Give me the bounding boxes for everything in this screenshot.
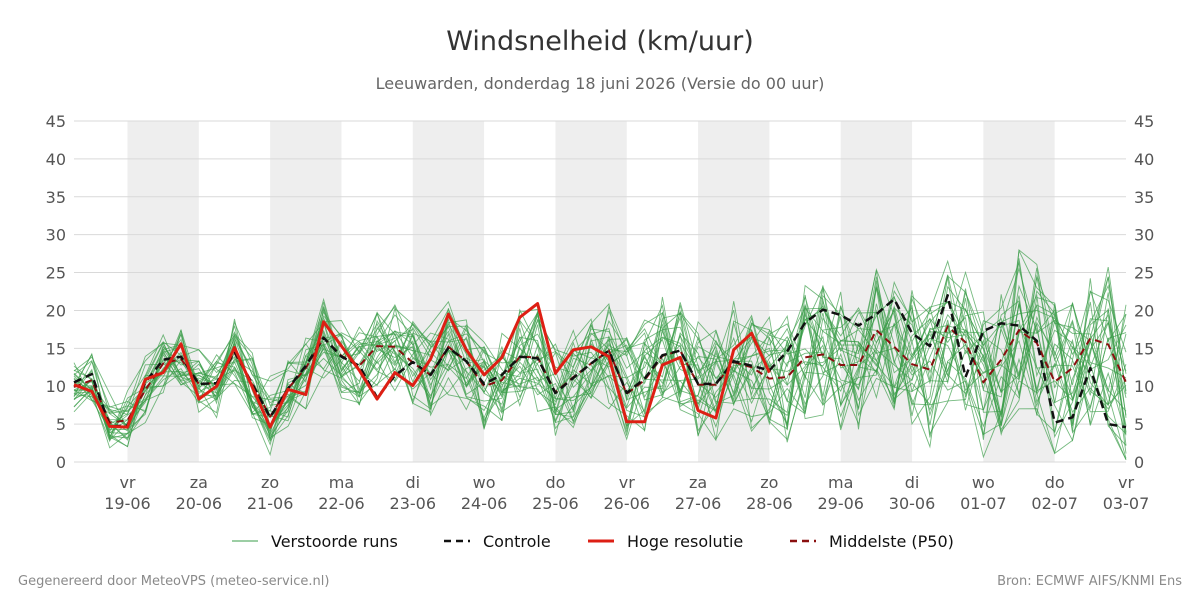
x-tick-day: vr bbox=[1118, 473, 1134, 492]
x-tick-day: di bbox=[905, 473, 920, 492]
x-tick-date: 30-06 bbox=[889, 494, 936, 513]
x-tick-date: 23-06 bbox=[390, 494, 437, 513]
legend-label: Hoge resolutie bbox=[627, 532, 743, 551]
y-axis-right: 0 5 10 15 20 25 30 35 40 45 bbox=[1134, 112, 1154, 472]
high-resolution-line bbox=[73, 302, 771, 429]
x-tick-date: 02-07 bbox=[1031, 494, 1078, 513]
x-tick-day: do bbox=[1045, 473, 1065, 492]
y-tick-label: 20 bbox=[1134, 301, 1154, 320]
x-tick-date: 26-06 bbox=[603, 494, 650, 513]
ensemble-run-line bbox=[73, 274, 1127, 457]
x-tick-day: vr bbox=[619, 473, 635, 492]
y-tick-label: 15 bbox=[1134, 339, 1154, 358]
x-tick-day: za bbox=[689, 473, 707, 492]
day-band bbox=[412, 121, 485, 462]
x-tick-date: 03-07 bbox=[1103, 494, 1150, 513]
x-axis: vr 19-06 za 20-06 zo 21-06 ma 22-06 di 23-06 wo 24-… bbox=[104, 473, 1149, 513]
chart-subtitle: Leeuwarden, donderdag 18 juni 2026 (Vers… bbox=[376, 74, 825, 93]
legend: Verstoorde runs Controle Hoge resolutie Mid… bbox=[232, 532, 954, 551]
ensemble-run-line bbox=[73, 270, 1127, 439]
x-tick-date: 20-06 bbox=[176, 494, 223, 513]
y-tick-label: 40 bbox=[1134, 150, 1154, 169]
x-tick-date: 27-06 bbox=[675, 494, 722, 513]
x-tick-date: 28-06 bbox=[746, 494, 793, 513]
y-tick-label: 10 bbox=[46, 377, 66, 396]
y-tick-label: 25 bbox=[1134, 264, 1154, 283]
ensemble-run-line bbox=[73, 295, 1127, 432]
ensemble-run-line bbox=[73, 307, 1127, 439]
y-tick-label: 45 bbox=[46, 112, 66, 131]
legend-label: Verstoorde runs bbox=[271, 532, 398, 551]
y-tick-label: 45 bbox=[1134, 112, 1154, 131]
ensemble-run-line bbox=[73, 249, 1127, 441]
footer-generated-by: Gegenereerd door MeteoVPS (meteo-service… bbox=[18, 574, 329, 589]
ensemble-run-line bbox=[73, 293, 1127, 441]
day-band bbox=[840, 121, 913, 462]
x-tick-day: ma bbox=[828, 473, 853, 492]
chart-title: Windsnelheid (km/uur) bbox=[446, 26, 754, 57]
y-tick-label: 25 bbox=[46, 264, 66, 283]
y-tick-label: 5 bbox=[1134, 415, 1144, 434]
x-tick-day: do bbox=[545, 473, 565, 492]
day-band bbox=[555, 121, 627, 462]
main-series bbox=[73, 294, 1127, 429]
ensemble-run-line bbox=[73, 259, 1127, 439]
y-tick-label: 10 bbox=[1134, 377, 1154, 396]
x-tick-day: zo bbox=[760, 473, 778, 492]
x-tick-date: 25-06 bbox=[532, 494, 579, 513]
legend-label: Controle bbox=[483, 532, 551, 551]
x-tick-day: za bbox=[190, 473, 208, 492]
y-axis-left: 0 5 10 15 20 25 30 35 40 45 bbox=[46, 112, 66, 472]
x-tick-date: 19-06 bbox=[104, 494, 151, 513]
x-tick-day: zo bbox=[261, 473, 279, 492]
x-tick-date: 22-06 bbox=[318, 494, 365, 513]
y-tick-label: 35 bbox=[1134, 188, 1154, 207]
x-tick-day: ma bbox=[329, 473, 354, 492]
y-tick-label: 20 bbox=[46, 301, 66, 320]
y-tick-label: 15 bbox=[46, 339, 66, 358]
ensemble-lines bbox=[73, 249, 1127, 460]
x-tick-day: di bbox=[405, 473, 420, 492]
y-tick-label: 35 bbox=[46, 188, 66, 207]
x-tick-day: wo bbox=[473, 473, 496, 492]
legend-label: Middelste (P50) bbox=[829, 532, 954, 551]
y-tick-label: 5 bbox=[56, 415, 66, 434]
x-tick-day: vr bbox=[119, 473, 135, 492]
y-tick-label: 40 bbox=[46, 150, 66, 169]
y-tick-label: 0 bbox=[56, 453, 66, 472]
x-tick-date: 01-07 bbox=[960, 494, 1007, 513]
y-tick-label: 30 bbox=[46, 226, 66, 245]
x-tick-date: 21-06 bbox=[247, 494, 294, 513]
ensemble-run-line bbox=[73, 249, 1127, 441]
footer-source: Bron: ECMWF AIFS/KNMI Ens bbox=[997, 574, 1182, 589]
x-tick-day: wo bbox=[972, 473, 995, 492]
y-tick-label: 0 bbox=[1134, 453, 1144, 472]
x-tick-date: 24-06 bbox=[461, 494, 508, 513]
x-tick-date: 29-06 bbox=[817, 494, 864, 513]
y-tick-label: 30 bbox=[1134, 226, 1154, 245]
